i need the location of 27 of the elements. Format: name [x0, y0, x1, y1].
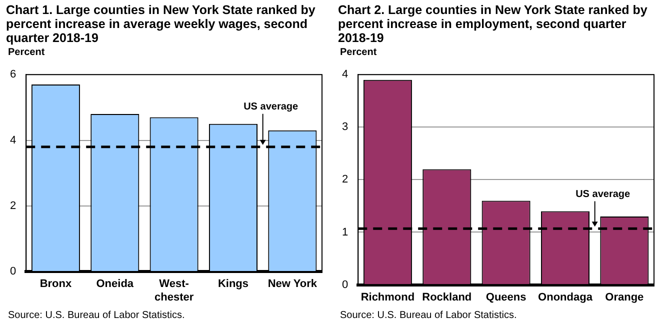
- x-tick-label: Orange: [605, 291, 644, 304]
- y-tick-label: 4: [10, 134, 16, 146]
- y-tick-label: 1: [342, 226, 348, 238]
- x-tick-label: New York: [268, 278, 318, 290]
- x-tick-label: West- chester: [154, 278, 194, 304]
- ref-line-label: US average: [244, 102, 298, 113]
- y-tick-label: 0: [10, 266, 16, 278]
- source-note: Source: U.S. Bureau of Labor Statistics.: [7, 310, 186, 321]
- x-tick-label: Bronx: [40, 278, 72, 290]
- y-tick-label: 3: [342, 121, 348, 134]
- y-axis-title: Percent: [7, 47, 46, 58]
- y-tick-label: 2: [10, 200, 16, 212]
- x-tick-label: Queens: [486, 291, 526, 304]
- y-axis-title: Percent: [339, 47, 378, 58]
- y-tick-label: 6: [10, 68, 16, 81]
- chart-title: Chart 2. Large counties in New York State ranked by percent increase in employment, second quarter 2018-19: [337, 2, 648, 47]
- x-tick-label: Rockland: [422, 291, 472, 304]
- x-tick-label: Onondaga: [538, 291, 594, 304]
- ref-line-label: US average: [576, 188, 630, 200]
- source-note: Source: U.S. Bureau of Labor Statistics.: [339, 310, 518, 321]
- x-tick-label: Oneida: [96, 278, 134, 290]
- chart-title: Chart 1. Large counties in New York State ranked by percent increase in average weekly wages, second quarter 2018-19: [5, 2, 316, 47]
- y-tick-label: 4: [342, 68, 348, 81]
- x-tick-label: Kings: [218, 278, 249, 290]
- x-tick-label: Richmond: [360, 291, 415, 304]
- y-tick-label: 2: [342, 174, 348, 186]
- y-tick-label: 0: [342, 278, 348, 291]
